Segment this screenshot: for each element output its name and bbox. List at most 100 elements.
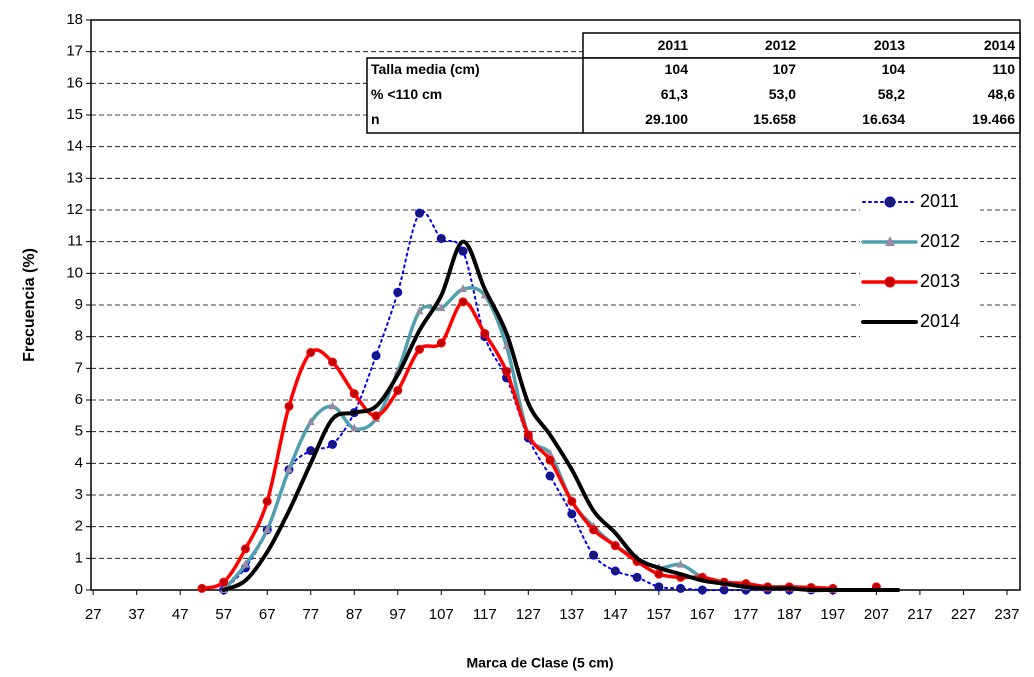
table-header: 2013 bbox=[874, 37, 905, 53]
marker bbox=[610, 541, 620, 551]
marker bbox=[306, 417, 315, 426]
table-cell: 107 bbox=[773, 61, 797, 77]
marker bbox=[284, 464, 293, 473]
x-tick-label: 207 bbox=[864, 606, 889, 623]
y-tick-label: 14 bbox=[66, 138, 83, 155]
table-cell: 61,3 bbox=[661, 86, 688, 102]
y-tick-label: 1 bbox=[75, 549, 83, 566]
x-tick-label: 177 bbox=[733, 606, 758, 623]
x-tick-label: 137 bbox=[559, 606, 584, 623]
table-cell: 110 bbox=[992, 61, 1015, 77]
series-line bbox=[221, 239, 901, 593]
table-header: 2012 bbox=[765, 37, 796, 53]
x-tick-label: 47 bbox=[172, 606, 189, 623]
marker bbox=[328, 401, 337, 410]
marker bbox=[567, 509, 577, 519]
table-cell: 16.634 bbox=[862, 111, 905, 127]
marker bbox=[327, 357, 337, 367]
marker bbox=[885, 236, 895, 246]
x-tick-label: 187 bbox=[777, 606, 802, 623]
x-tick-label: 117 bbox=[473, 606, 497, 623]
table-cell: 104 bbox=[665, 61, 689, 77]
marker bbox=[697, 585, 707, 595]
marker bbox=[415, 306, 424, 315]
x-tick-label: 237 bbox=[994, 606, 1019, 623]
marker bbox=[523, 430, 533, 440]
marker bbox=[371, 351, 381, 361]
x-tick-label: 107 bbox=[429, 606, 454, 623]
marker bbox=[545, 471, 555, 481]
x-tick-label: 97 bbox=[389, 606, 406, 623]
marker bbox=[262, 496, 272, 506]
plot-frame bbox=[90, 19, 1021, 591]
table-cell: 53,0 bbox=[769, 86, 796, 102]
marker bbox=[219, 577, 229, 587]
y-tick-label: 6 bbox=[75, 391, 83, 408]
x-tick-label: 57 bbox=[215, 606, 232, 623]
y-tick-label: 5 bbox=[75, 423, 83, 440]
y-tick-label: 0 bbox=[75, 581, 83, 598]
marker bbox=[632, 572, 642, 582]
marker bbox=[589, 550, 599, 560]
x-tick-label: 227 bbox=[951, 606, 976, 623]
marker bbox=[480, 329, 490, 338]
marker bbox=[306, 348, 316, 357]
legend-label: 2011 bbox=[920, 191, 959, 211]
table-cell: 104 bbox=[882, 61, 906, 77]
y-tick-label: 17 bbox=[66, 43, 83, 60]
x-axis-title: Marca de Clase (5 cm) bbox=[466, 655, 613, 671]
table-cell: 19.466 bbox=[972, 111, 1015, 127]
table-cell: 58,2 bbox=[878, 86, 905, 102]
x-tick-label: 157 bbox=[646, 606, 671, 623]
table-bg bbox=[582, 32, 1021, 59]
marker bbox=[459, 284, 468, 293]
marker bbox=[884, 276, 896, 288]
x-tick-label: 217 bbox=[907, 606, 932, 623]
y-tick-label: 11 bbox=[67, 233, 83, 250]
table-row-label: % <110 cm bbox=[371, 86, 442, 102]
table-cell: 15.658 bbox=[753, 111, 796, 127]
marker bbox=[654, 569, 664, 579]
marker bbox=[567, 496, 577, 506]
table-cell: 29.100 bbox=[645, 111, 688, 127]
y-tick-label: 3 bbox=[75, 486, 83, 503]
y-tick-label: 8 bbox=[75, 328, 83, 345]
y-tick-label: 10 bbox=[66, 264, 83, 281]
table-bg bbox=[366, 57, 1021, 134]
marker bbox=[719, 585, 729, 595]
marker bbox=[327, 439, 337, 449]
y-tick-label: 4 bbox=[75, 454, 83, 471]
table-row-label: n bbox=[371, 111, 380, 127]
marker bbox=[654, 582, 664, 592]
marker bbox=[393, 386, 403, 395]
table-header: 2014 bbox=[984, 37, 1015, 53]
x-tick-label: 127 bbox=[516, 606, 541, 623]
legend-box bbox=[860, 184, 980, 342]
y-tick-label: 13 bbox=[66, 169, 83, 186]
marker bbox=[610, 566, 620, 576]
x-tick-label: 27 bbox=[85, 606, 102, 623]
x-tick-label: 67 bbox=[259, 606, 276, 623]
marker bbox=[263, 524, 272, 533]
marker bbox=[437, 303, 446, 312]
y-tick-label: 18 bbox=[66, 11, 83, 28]
legend-label: 2013 bbox=[920, 271, 960, 291]
marker bbox=[589, 525, 599, 535]
y-tick-label: 7 bbox=[75, 359, 83, 376]
marker bbox=[415, 208, 425, 218]
x-tick-label: 167 bbox=[690, 606, 715, 623]
marker bbox=[502, 341, 511, 350]
marker bbox=[502, 367, 512, 376]
table-row-label: Talla media (cm) bbox=[371, 61, 480, 77]
series-line bbox=[200, 300, 835, 591]
table-cell: 48,6 bbox=[988, 86, 1015, 102]
marker bbox=[458, 297, 468, 307]
marker bbox=[284, 401, 294, 411]
marker bbox=[350, 423, 359, 432]
x-tick-label: 147 bbox=[603, 606, 628, 623]
marker bbox=[197, 583, 207, 593]
x-tick-label: 87 bbox=[346, 606, 363, 623]
y-tick-label: 2 bbox=[75, 518, 83, 535]
x-tick-label: 197 bbox=[820, 606, 845, 623]
